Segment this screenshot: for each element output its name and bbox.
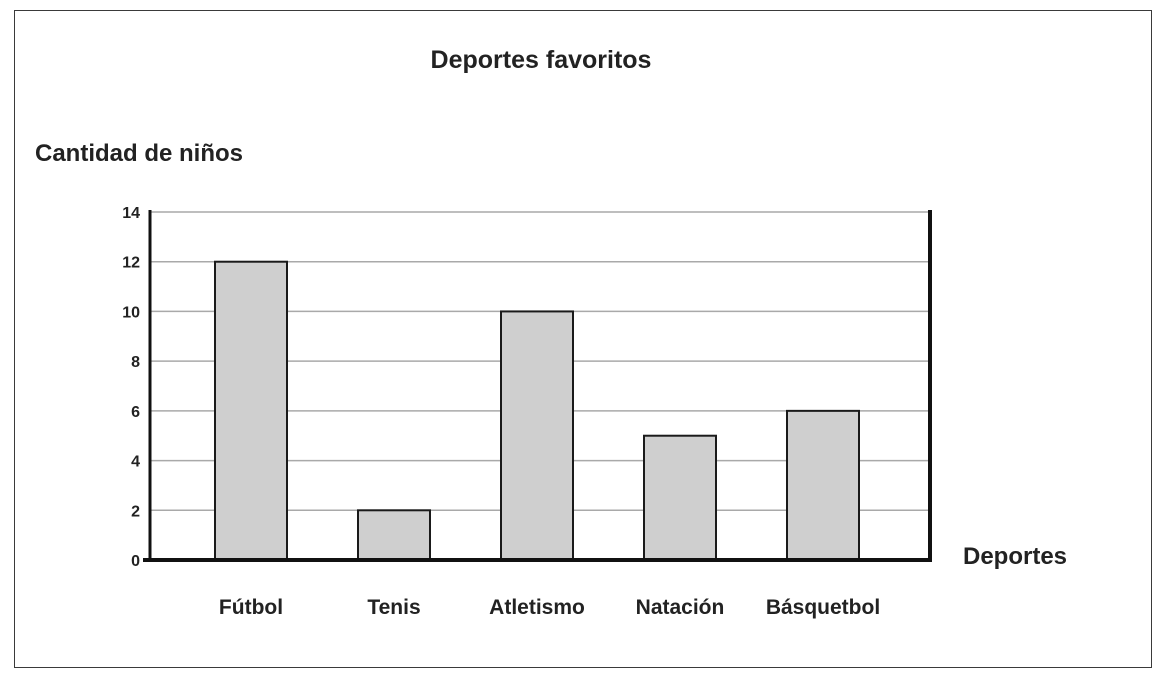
y-axis-label: Cantidad de niños (35, 140, 244, 167)
y-tick-label: 14 (122, 205, 140, 222)
y-tick-label: 6 (131, 404, 140, 421)
x-tick-label: Natación (636, 596, 725, 619)
bar (214, 260, 288, 561)
y-tick-label: 2 (131, 503, 140, 520)
y-tick-label: 12 (122, 255, 140, 272)
y-tick-label: 0 (131, 553, 140, 570)
chart-frame (14, 10, 1152, 668)
x-tick-label: Atletismo (489, 596, 585, 619)
y-tick-label: 8 (131, 354, 140, 371)
x-tick-label: Básquetbol (766, 596, 880, 619)
bar (357, 509, 431, 561)
bar (643, 434, 717, 562)
y-tick-label: 10 (122, 304, 140, 321)
x-axis-label: Deportes (963, 543, 1068, 570)
bar (500, 310, 574, 561)
bar (786, 409, 860, 561)
x-tick-label: Fútbol (219, 596, 283, 619)
x-tick-label: Tenis (367, 596, 420, 619)
chart-title: Deportes favoritos (430, 46, 652, 74)
y-tick-label: 4 (131, 454, 140, 471)
